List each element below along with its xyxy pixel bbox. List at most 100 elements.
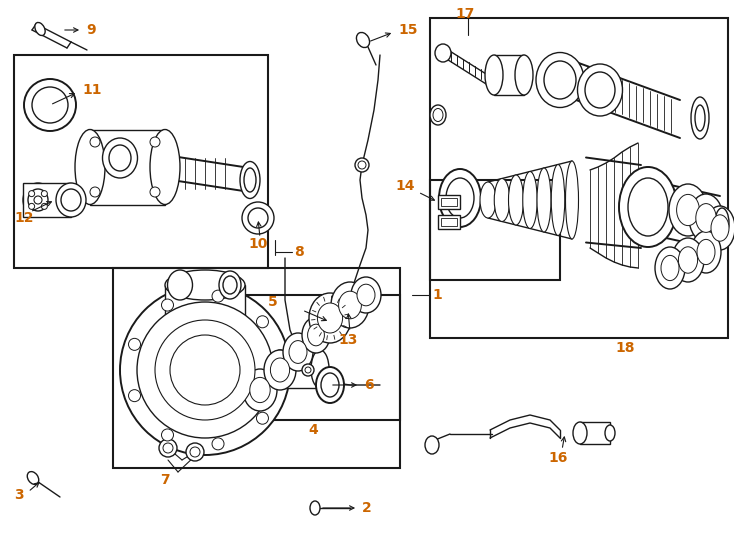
Ellipse shape — [691, 97, 709, 139]
Bar — [240, 295, 400, 420]
Ellipse shape — [316, 367, 344, 403]
Ellipse shape — [715, 208, 729, 238]
Ellipse shape — [243, 369, 277, 411]
Ellipse shape — [578, 64, 622, 116]
Ellipse shape — [551, 165, 564, 235]
Circle shape — [128, 339, 140, 350]
Ellipse shape — [351, 277, 381, 313]
Ellipse shape — [270, 358, 290, 382]
Circle shape — [41, 191, 48, 197]
Circle shape — [90, 187, 100, 197]
Ellipse shape — [446, 178, 474, 218]
Ellipse shape — [605, 425, 615, 441]
Circle shape — [29, 204, 34, 210]
Ellipse shape — [695, 105, 705, 131]
Circle shape — [256, 412, 269, 424]
Text: 18: 18 — [615, 341, 634, 355]
Ellipse shape — [24, 79, 76, 131]
Circle shape — [186, 443, 204, 461]
Ellipse shape — [310, 501, 320, 515]
Ellipse shape — [697, 239, 715, 265]
Bar — [494, 55, 524, 95]
Bar — [438, 215, 460, 229]
Ellipse shape — [61, 189, 81, 211]
Ellipse shape — [544, 61, 576, 99]
Ellipse shape — [27, 471, 39, 484]
Circle shape — [302, 364, 314, 376]
Ellipse shape — [509, 175, 523, 225]
Ellipse shape — [311, 350, 329, 388]
Ellipse shape — [331, 282, 369, 328]
Circle shape — [41, 204, 48, 210]
Ellipse shape — [56, 183, 86, 217]
Ellipse shape — [537, 168, 551, 232]
Circle shape — [150, 137, 160, 147]
Ellipse shape — [308, 324, 324, 346]
Ellipse shape — [480, 182, 496, 218]
Circle shape — [190, 447, 200, 457]
Text: 1: 1 — [432, 288, 442, 302]
Ellipse shape — [240, 161, 260, 199]
Bar — [580, 422, 610, 444]
Bar — [430, 18, 728, 338]
Circle shape — [161, 429, 173, 441]
Text: 13: 13 — [338, 333, 357, 347]
Ellipse shape — [75, 130, 105, 205]
Circle shape — [120, 285, 290, 455]
Ellipse shape — [619, 167, 677, 247]
Circle shape — [355, 158, 369, 172]
Ellipse shape — [433, 109, 443, 122]
Ellipse shape — [435, 44, 451, 62]
Circle shape — [34, 196, 42, 204]
Circle shape — [29, 191, 34, 197]
Bar — [90, 130, 165, 205]
Circle shape — [163, 443, 173, 453]
Ellipse shape — [565, 161, 578, 239]
Ellipse shape — [264, 350, 296, 390]
Circle shape — [170, 335, 240, 405]
Ellipse shape — [165, 270, 245, 300]
Text: 14: 14 — [395, 179, 415, 193]
Bar — [14, 55, 268, 268]
Ellipse shape — [494, 179, 509, 221]
Ellipse shape — [536, 52, 584, 107]
Ellipse shape — [485, 55, 503, 95]
Ellipse shape — [32, 87, 68, 123]
Circle shape — [161, 299, 173, 311]
Text: 11: 11 — [82, 83, 101, 97]
Bar — [165, 285, 245, 330]
Circle shape — [155, 320, 255, 420]
Circle shape — [212, 438, 224, 450]
Circle shape — [256, 316, 269, 328]
Text: 12: 12 — [14, 211, 34, 225]
Ellipse shape — [242, 202, 274, 234]
Circle shape — [90, 137, 100, 147]
Ellipse shape — [250, 377, 270, 403]
Circle shape — [305, 367, 311, 373]
Ellipse shape — [271, 350, 289, 388]
Text: 4: 4 — [308, 423, 318, 437]
Ellipse shape — [283, 333, 313, 371]
Circle shape — [274, 364, 286, 376]
Ellipse shape — [661, 255, 679, 281]
Circle shape — [159, 439, 177, 457]
Text: 6: 6 — [364, 378, 374, 392]
Ellipse shape — [302, 317, 330, 353]
Ellipse shape — [219, 271, 241, 299]
Ellipse shape — [28, 189, 48, 211]
Text: 15: 15 — [398, 23, 418, 37]
Ellipse shape — [425, 436, 439, 454]
Ellipse shape — [677, 194, 700, 226]
Ellipse shape — [430, 105, 446, 125]
Ellipse shape — [705, 206, 734, 250]
Bar — [23, 183, 71, 217]
Ellipse shape — [23, 183, 53, 217]
Ellipse shape — [338, 291, 361, 319]
Circle shape — [212, 290, 224, 302]
Ellipse shape — [289, 341, 307, 363]
Text: 8: 8 — [294, 245, 304, 259]
Ellipse shape — [357, 284, 375, 306]
Ellipse shape — [711, 215, 729, 241]
Text: 10: 10 — [248, 237, 267, 251]
Ellipse shape — [357, 32, 369, 48]
